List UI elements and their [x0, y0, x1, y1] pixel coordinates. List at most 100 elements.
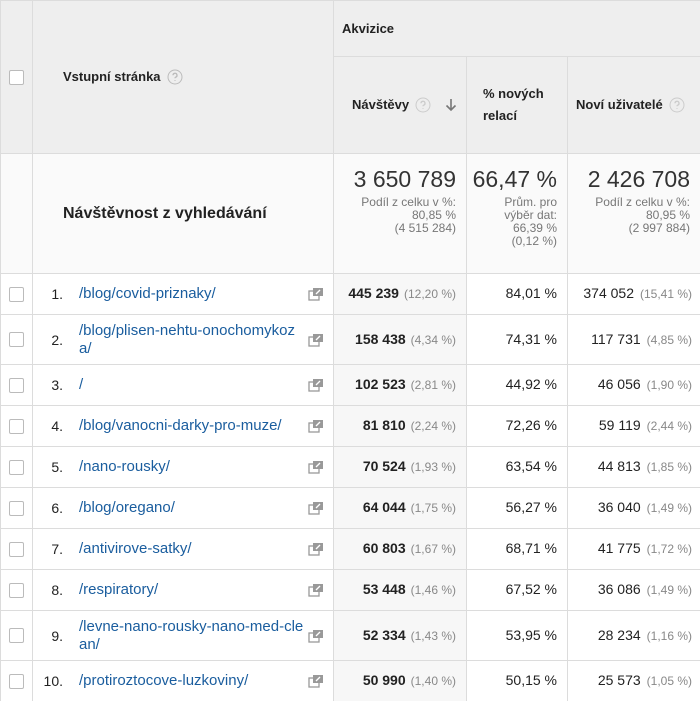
summary-value: 2 426 708 — [587, 166, 691, 192]
visits: 70 524 — [362, 458, 406, 474]
summary-cell: 3 650 789 Podíl z celku v %: 80,85 % (4 515… — [333, 153, 467, 274]
table-row: 8. /respiratory/53 448 (1,46 %) 67,52 % 36 0… — [0, 569, 700, 611]
new-sessions-cell: 72,26 % — [466, 405, 568, 447]
landing-page-cell: 2. /blog/plisen-nehtu-onochomykoza/ — [32, 314, 334, 365]
visits-cell: 70 524 (1,93 %) — [333, 446, 467, 488]
summary-cell: 2 426 708 Podíl z celku v %: 80,95 % (2 997… — [566, 153, 700, 274]
checkbox[interactable] — [9, 541, 24, 557]
page-link[interactable]: /protiroztocove-luzkoviny/ — [79, 672, 249, 689]
visits-percent: (12,20 %) — [403, 287, 456, 301]
open-link-icon[interactable] — [308, 542, 324, 556]
new-sessions: 74,31 % — [505, 330, 557, 347]
new-users-percent: (1,85 %) — [646, 460, 693, 474]
checkbox[interactable] — [9, 286, 24, 302]
new-sessions-cell: 68,71 % — [466, 528, 568, 570]
new-sessions-cell: 74,31 % — [466, 314, 568, 365]
checkbox[interactable] — [9, 69, 24, 85]
group-header: Akvizice — [332, 0, 700, 57]
row-index: 6. — [51, 500, 63, 516]
landing-page-cell: 8. /respiratory/ — [32, 569, 334, 611]
new-users-cell: 36 040 (1,49 %) — [566, 487, 700, 529]
new-users-percent: (1,72 %) — [646, 542, 693, 556]
open-link-icon[interactable] — [308, 501, 324, 515]
page-link[interactable]: /blog/vanocni-darky-pro-muze/ — [79, 417, 282, 434]
new-sessions: 56,27 % — [505, 499, 557, 515]
new-sessions: 50,15 % — [505, 672, 557, 688]
visits: 53 448 — [362, 581, 406, 597]
checkbox[interactable] — [9, 332, 24, 347]
summary-total: (2 997 884) — [628, 221, 691, 235]
visits-cell: 158 438 (4,34 %) — [333, 314, 467, 365]
landing-page-row: 6. /blog/oregano/ — [33, 499, 333, 517]
page-link[interactable]: /blog/covid-priznaky/ — [79, 285, 216, 302]
page-link[interactable]: /antivirove-satky/ — [79, 540, 192, 557]
visits-cell: 445 239 (12,20 %) — [333, 273, 467, 315]
checkbox[interactable] — [9, 377, 24, 393]
page-link[interactable]: /blog/plisen-nehtu-onochomykoza/ — [79, 321, 295, 357]
column-header[interactable]: Noví uživatelé — [566, 56, 700, 154]
sort-arrow[interactable] — [445, 98, 457, 112]
table-row: 4. /blog/vanocni-darky-pro-muze/81 810 (2,… — [0, 405, 700, 447]
row-index: 9. — [51, 627, 63, 644]
page-link[interactable]: / — [79, 376, 84, 393]
page-link[interactable]: /blog/oregano/ — [79, 499, 175, 516]
visits-percent: (2,24 %) — [410, 419, 456, 433]
new-users: 28 234 — [597, 626, 641, 643]
header-label: Návštěvy — [352, 96, 410, 112]
checkbox[interactable] — [9, 459, 24, 475]
empty-cell — [0, 153, 33, 274]
new-users: 36 040 — [597, 499, 641, 515]
visits: 52 334 — [362, 626, 406, 643]
help-icon[interactable] — [415, 97, 431, 113]
checkbox[interactable] — [9, 582, 24, 598]
visits-percent: (1,93 %) — [410, 460, 456, 474]
help-icon[interactable] — [167, 69, 183, 85]
new-users: 59 119 — [598, 417, 641, 433]
page-link[interactable]: /nano-rousky/ — [79, 458, 170, 475]
select-all-cell — [0, 0, 33, 154]
open-link-icon[interactable] — [308, 674, 324, 688]
row-index: 2. — [51, 331, 63, 348]
new-sessions: 67,52 % — [505, 581, 557, 597]
checkbox[interactable] — [9, 628, 24, 643]
open-link-icon[interactable] — [308, 629, 324, 643]
column-header[interactable]: Návštěvy — [333, 56, 467, 154]
summary-note-wrap: Prům. pro výběr dat: — [467, 196, 557, 222]
landing-page-header[interactable]: Vstupní stránka — [32, 0, 334, 154]
landing-page-cell: 9. /levne-nano-rousky-nano-med-clean/ — [32, 610, 334, 661]
row-index: 7. — [51, 541, 63, 557]
new-users: 374 052 — [583, 285, 634, 301]
table-row: 9. /levne-nano-rousky-nano-med-clean/52 3… — [0, 610, 700, 661]
summary-value: 66,47 % — [472, 166, 557, 192]
page-link[interactable]: /levne-nano-rousky-nano-med-clean/ — [79, 617, 304, 653]
row-index: 10. — [43, 673, 63, 689]
visits-percent: (1,67 %) — [410, 542, 456, 556]
summary-share: 66,39 % — [512, 221, 557, 235]
new-users: 117 731 — [591, 330, 641, 347]
open-link-icon[interactable] — [308, 583, 324, 597]
new-users-percent: (2,44 %) — [646, 419, 693, 433]
column-header[interactable]: % nových relací — [466, 56, 568, 154]
landing-page-cell: 3. / — [32, 364, 334, 406]
table-row: 6. /blog/oregano/64 044 (1,75 %) 56,27 % 36 … — [0, 487, 700, 529]
summary-note: Prům. pro výběr dat: — [504, 195, 557, 222]
checkbox[interactable] — [9, 500, 24, 516]
landing-page-row: 7. /antivirove-satky/ — [33, 540, 333, 558]
new-users-cell: 28 234 (1,16 %) — [566, 610, 700, 661]
summary-cell: 66,47 % Prům. pro výběr dat: 66,39 % (0,12 … — [466, 153, 568, 274]
table-row: 2. /blog/plisen-nehtu-onochomykoza/158 43… — [0, 314, 700, 365]
checkbox[interactable] — [9, 673, 24, 689]
open-link-icon[interactable] — [308, 287, 324, 301]
page-link[interactable]: /respiratory/ — [79, 581, 159, 598]
new-users-percent: (1,16 %) — [646, 628, 693, 643]
new-sessions: 53,95 % — [505, 626, 557, 643]
open-link-icon[interactable] — [308, 419, 324, 433]
visits: 81 810 — [362, 417, 406, 433]
open-link-icon[interactable] — [308, 460, 324, 474]
open-link-icon[interactable] — [308, 378, 324, 392]
checkbox[interactable] — [9, 418, 24, 434]
landing-page-cell: 10. /protiroztocove-luzkoviny/ — [32, 660, 334, 701]
open-link-icon[interactable] — [308, 333, 324, 347]
help-icon[interactable] — [669, 97, 685, 113]
